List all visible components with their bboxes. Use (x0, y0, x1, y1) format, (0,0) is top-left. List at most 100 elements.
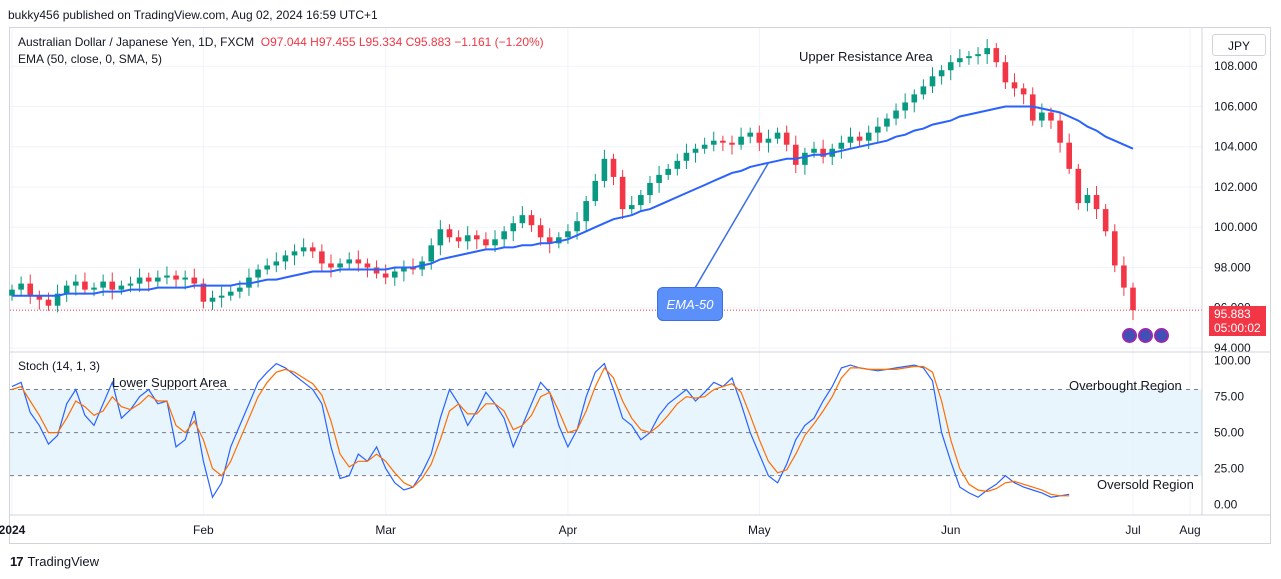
candle-body (656, 174, 662, 183)
candle-body (583, 201, 589, 222)
candle-body (893, 110, 899, 119)
last-price: 95.883 (1214, 307, 1251, 321)
time-tick-label: Apr (559, 523, 578, 537)
candle-body (1066, 142, 1073, 169)
candle-body (282, 255, 289, 262)
candle-body (446, 229, 453, 238)
stoch-tick-label: 75.00 (1214, 390, 1244, 404)
candle-body (838, 142, 845, 149)
price-tick-label: 98.000 (1214, 260, 1251, 274)
price-tick-label: 100.000 (1214, 220, 1258, 234)
candle-body (884, 118, 890, 127)
candle-body (902, 102, 908, 111)
ema-line (12, 105, 1134, 297)
candle-body (309, 247, 316, 252)
candle-body (1057, 120, 1063, 143)
candle-body (118, 285, 125, 290)
candle-body (1075, 168, 1082, 204)
candle-body (155, 277, 161, 282)
candle-body (346, 259, 353, 264)
publisher-line: bukky456 published on TradingView.com, A… (8, 8, 378, 22)
candle-body (492, 239, 498, 246)
currency-button[interactable]: JPY (1212, 34, 1266, 56)
jp-flag-icon[interactable] (1154, 328, 1169, 343)
price-tick-label: 106.000 (1214, 99, 1258, 113)
candle-body (1002, 62, 1009, 83)
candle-body (1011, 82, 1018, 89)
candle-body (1048, 112, 1054, 121)
candle-body (957, 58, 963, 63)
ohlc-values: O97.044 H97.455 L95.334 C95.883 −1.161 (… (260, 35, 544, 49)
candle-body (227, 291, 234, 296)
candle-body (246, 277, 252, 288)
candle-body (938, 70, 945, 77)
candle-body (975, 54, 981, 57)
candle-body (1039, 112, 1045, 121)
candle-body (820, 148, 826, 157)
candle-body (173, 275, 179, 280)
candle-body (63, 285, 70, 294)
candle-body (273, 261, 280, 266)
candle-body (45, 299, 52, 306)
ema-legend: EMA (50, close, 0, SMA, 5) (18, 52, 163, 66)
candle-body (1121, 265, 1127, 288)
candle-body (182, 277, 188, 280)
candle-body (1130, 287, 1136, 311)
time-tick-label: Mar (375, 523, 396, 537)
au-flag-icon[interactable] (1138, 328, 1153, 343)
ema-callout-pointer (694, 162, 770, 289)
candle-body (191, 277, 198, 284)
candle-body (692, 148, 699, 153)
candle-body (237, 287, 243, 292)
time-tick-label: Feb (193, 523, 214, 537)
candle-body (209, 297, 216, 302)
candle-body (428, 245, 435, 262)
candle-body (729, 142, 735, 145)
footer: 17 TradingView (10, 554, 99, 569)
candle-body (993, 48, 1000, 63)
tradingview-logo-icon: 17 (10, 554, 24, 569)
candle-body (865, 132, 872, 141)
candle-body (91, 287, 97, 290)
candle-body (18, 283, 24, 290)
candle-body (364, 263, 371, 268)
last-price-tag: 95.883 05:00:02 (1209, 306, 1266, 336)
candle-body (537, 225, 544, 238)
candle-body (783, 132, 790, 145)
stoch-tick-label: 100.00 (1214, 354, 1251, 368)
candle-body (565, 231, 571, 238)
event-flag-icon[interactable] (1122, 328, 1137, 343)
candle-body (792, 144, 799, 165)
main-legend: Australian Dollar / Japanese Yen, 1D, FX… (18, 34, 544, 68)
event-flags[interactable] (1122, 328, 1169, 343)
candle-body (27, 283, 34, 296)
stoch-d-line (11, 365, 1070, 497)
stoch-tick-label: 50.00 (1214, 426, 1244, 440)
candle-body (136, 277, 143, 284)
candle-body (519, 215, 526, 224)
candle-body (628, 205, 635, 210)
candle-body (474, 235, 480, 240)
candle-body (319, 251, 325, 264)
stoch-legend: Stoch (14, 1, 3) (18, 359, 101, 373)
footer-brand: TradingView (27, 554, 100, 569)
candle-body (610, 158, 617, 177)
candle-body (264, 265, 270, 270)
candle-body (36, 295, 43, 300)
candles (9, 39, 1202, 320)
symbol-title: Australian Dollar / Japanese Yen, 1D, FX… (18, 35, 255, 49)
candle-body (291, 251, 298, 256)
candle-body (966, 56, 972, 59)
time-axis: 2024 Feb Mar Apr May Jun Jul Aug (0, 523, 1201, 537)
candle-body (747, 132, 754, 137)
candle-body (811, 148, 817, 153)
candle-body (638, 195, 644, 206)
candle-body (328, 263, 334, 268)
time-tick-label: Jul (1125, 523, 1140, 537)
price-tick-label: 108.000 (1214, 59, 1258, 73)
stoch-tick-label: 25.00 (1214, 461, 1244, 475)
candle-body (701, 144, 708, 149)
oversold-label: Oversold Region (1097, 477, 1194, 492)
candle-body (738, 136, 744, 145)
